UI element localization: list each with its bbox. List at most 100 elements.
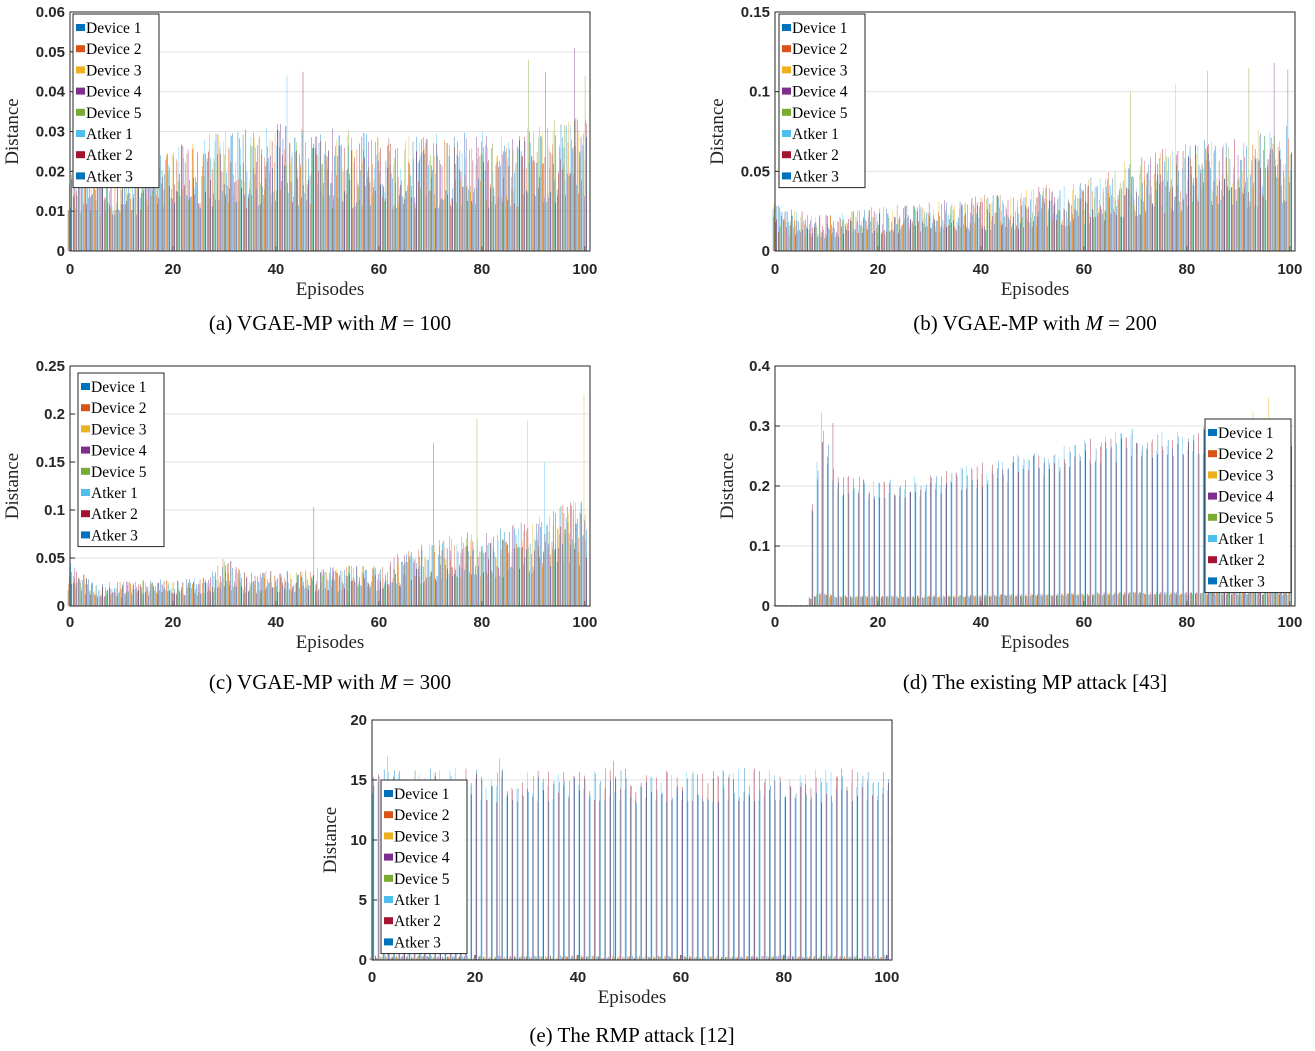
legend-entry: Device 5 xyxy=(86,105,142,122)
axes-box xyxy=(69,365,591,607)
axes-box xyxy=(69,11,591,252)
axes-box xyxy=(371,719,893,961)
legend-swatch xyxy=(76,66,85,74)
x-tick-label: 20 xyxy=(870,614,887,631)
legend-swatch xyxy=(81,467,90,475)
y-tick-label: 0.15 xyxy=(741,4,770,21)
legend-entry: Device 3 xyxy=(86,62,142,79)
y-tick-label: 0.1 xyxy=(749,84,770,101)
legend-swatch xyxy=(384,896,393,903)
y-tick-label: 0.2 xyxy=(749,478,770,495)
legend-entry: Atker 1 xyxy=(86,126,133,143)
caption-b: (b) VGAE-MP with M = 200 xyxy=(775,311,1295,336)
legend-swatch xyxy=(782,130,791,137)
y-tick-label: 0.01 xyxy=(36,203,65,220)
legend-entry: Atker 1 xyxy=(1218,531,1265,548)
x-tick-label: 0 xyxy=(368,969,376,986)
y-tick-label: 0.4 xyxy=(749,358,771,375)
bar-series-group xyxy=(772,397,1292,606)
bar-series-group xyxy=(772,62,1292,252)
legend-swatch xyxy=(1208,556,1217,564)
chart-b: 0 0.05 0.1 0.15 0 20 40 60 80 100 Episodes Distance… xyxy=(707,4,1302,300)
x-tick-label: 20 xyxy=(165,261,182,278)
legend-entry: Device 5 xyxy=(792,105,848,122)
legend-entry: Device 1 xyxy=(1218,425,1274,442)
legend-entry: Device 2 xyxy=(394,807,450,824)
legend-entry: Atker 2 xyxy=(792,147,839,164)
legend-entry: Atker 1 xyxy=(394,892,441,909)
caption-a: (a) VGAE-MP with M = 100 xyxy=(70,311,590,336)
x-tick-label: 100 xyxy=(1277,614,1302,631)
y-tick-label: 0.25 xyxy=(36,358,65,375)
legend: Device 1 Device 2 Device 3 Device 4 Device 5… xyxy=(72,13,160,189)
legend-swatch xyxy=(81,404,90,412)
x-tick-label: 80 xyxy=(474,261,491,278)
y-tick-label: 0.15 xyxy=(36,454,65,471)
x-tick-label: 100 xyxy=(1277,261,1302,278)
legend-swatch xyxy=(76,24,85,31)
x-axis-label: Episodes xyxy=(598,987,667,1008)
legend-swatch xyxy=(384,917,393,925)
legend-swatch xyxy=(782,151,791,159)
legend-swatch xyxy=(76,151,85,159)
caption-d: (d) The existing MP attack [43] xyxy=(775,670,1295,695)
y-tick-label: 0.3 xyxy=(749,418,770,435)
legend-box xyxy=(778,13,866,189)
legend-entry: Atker 3 xyxy=(1218,573,1265,590)
legend-swatch xyxy=(81,446,90,454)
legend: Device 1 Device 2 Device 3 Device 4 Device 5… xyxy=(77,372,165,548)
legend-entry: Device 3 xyxy=(394,828,450,845)
x-tick-label: 0 xyxy=(66,614,74,631)
y-tick-label: 0.03 xyxy=(36,124,65,141)
legend-swatch xyxy=(384,853,393,861)
legend-swatch xyxy=(782,87,791,95)
y-tick-label: 0.1 xyxy=(44,502,65,519)
legend-swatch xyxy=(1208,577,1217,585)
legend-swatch xyxy=(81,489,90,496)
legend-swatch xyxy=(782,172,791,180)
legend: Device 1 Device 2 Device 3 Device 4 Device 5… xyxy=(778,13,866,189)
caption-b-prefix: (b) VGAE-MP with xyxy=(913,311,1081,335)
legend-swatch xyxy=(1208,471,1217,479)
chart-e: 0 5 10 15 20 0 20 40 60 80 100 Episodes Distance Devi… xyxy=(320,712,899,1008)
legend-swatch xyxy=(782,108,791,116)
x-tick-label: 20 xyxy=(165,614,182,631)
x-tick-label: 0 xyxy=(771,261,779,278)
x-tick-label: 60 xyxy=(673,969,690,986)
legend-swatch xyxy=(81,425,90,433)
caption-c-suffix: = 300 xyxy=(402,670,452,694)
y-tick-label: 0.05 xyxy=(36,550,65,567)
x-tick-label: 100 xyxy=(874,969,899,986)
x-tick-label: 40 xyxy=(973,614,990,631)
legend-entry: Device 4 xyxy=(91,443,147,460)
legend-swatch xyxy=(1208,450,1217,458)
chart-c: 0 0.05 0.1 0.15 0.2 0.25 0 20 40 60 80 100 Episodes D… xyxy=(2,358,597,653)
caption-a-suffix: = 100 xyxy=(402,311,452,335)
x-axis-label: Episodes xyxy=(296,279,365,300)
y-tick-label: 0.05 xyxy=(741,163,770,180)
legend-entry: Device 1 xyxy=(91,379,147,396)
legend-entry: Device 3 xyxy=(91,421,147,438)
legend-entry: Device 5 xyxy=(1218,510,1274,527)
chart-d: 0 0.1 0.2 0.3 0.4 0 20 40 60 80 100 Episodes Distanc… xyxy=(717,358,1302,653)
legend-swatch xyxy=(384,811,393,819)
legend-swatch xyxy=(76,108,85,116)
y-tick-label: 0.06 xyxy=(36,4,65,21)
y-tick-label: 0.05 xyxy=(36,44,65,61)
x-tick-label: 80 xyxy=(474,614,491,631)
legend-entry: Atker 1 xyxy=(792,126,839,143)
x-axis-label: Episodes xyxy=(296,632,365,653)
caption-d-prefix: (d) The existing MP attack [43] xyxy=(902,670,1168,694)
legend-swatch xyxy=(76,45,85,53)
x-tick-label: 40 xyxy=(268,614,285,631)
legend-entry: Device 2 xyxy=(792,41,848,58)
legend-entry: Device 5 xyxy=(91,464,147,481)
caption-b-var: M xyxy=(1085,311,1103,335)
y-tick-label: 0.04 xyxy=(36,84,66,101)
x-axis-label: Episodes xyxy=(1001,279,1070,300)
x-tick-label: 80 xyxy=(1179,614,1196,631)
legend-swatch xyxy=(384,790,393,797)
bar-series-group xyxy=(67,47,587,251)
caption-e: (e) The RMP attack [12] xyxy=(372,1023,892,1048)
